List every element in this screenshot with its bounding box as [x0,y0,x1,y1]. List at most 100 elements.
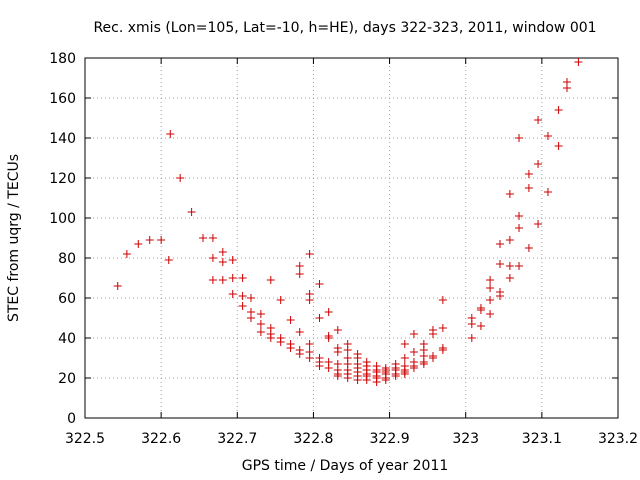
data-point [438,324,447,332]
data-point [505,236,514,244]
data-point [524,184,533,192]
data-point [524,244,533,252]
data-point [256,328,265,336]
data-point [218,248,227,256]
data-point [505,274,514,282]
data-point [400,370,409,378]
x-tick-label: 322.6 [141,431,181,447]
y-tick-label: 20 [58,371,76,387]
x-tick-label: 323.2 [598,431,638,447]
data-point [315,280,324,288]
data-point [276,296,285,304]
data-point [122,250,131,258]
data-point [324,334,333,342]
data-point [554,142,563,150]
data-point [554,106,563,114]
data-point [409,330,418,338]
data-point [305,296,314,304]
data-point [286,316,295,324]
data-point [343,346,352,354]
data-point [505,262,514,270]
data-point [343,374,352,382]
data-point [246,314,255,322]
data-point [266,334,275,342]
chart-title: Rec. xmis (Lon=105, Lat=-10, h=HE), days… [93,20,596,36]
data-point [228,274,237,282]
data-point [495,260,504,268]
data-point [295,328,304,336]
data-point [295,350,304,358]
data-point [409,364,418,372]
data-point [238,274,247,282]
y-tick-label: 120 [49,171,76,187]
data-point [534,160,543,168]
data-point [305,354,314,362]
data-point [543,132,552,140]
data-point [353,376,362,384]
data-points [113,58,583,386]
data-point [409,348,418,356]
data-point [238,302,247,310]
data-point [305,340,314,348]
x-tick-label: 322.8 [293,431,333,447]
data-point [333,372,342,380]
y-axis-label: STEC from uqrg / TECUs [6,154,22,322]
data-point [534,116,543,124]
data-point [476,306,485,314]
data-point [315,314,324,322]
y-tick-label: 100 [49,211,76,227]
data-point [574,58,583,66]
data-point [486,296,495,304]
data-point [562,84,571,92]
data-point [467,334,476,342]
data-point [428,354,437,362]
data-point [333,326,342,334]
data-point [438,346,447,354]
data-point [486,310,495,318]
data-point [428,330,437,338]
data-point [333,348,342,356]
data-point [256,320,265,328]
data-point [467,320,476,328]
data-point [176,174,185,182]
data-point [246,294,255,302]
data-point [505,190,514,198]
data-point [208,234,217,242]
data-point [218,276,227,284]
data-point [164,256,173,264]
x-tick-label: 322.7 [217,431,257,447]
data-point [515,224,524,232]
x-tick-label: 323 [452,431,479,447]
data-point [315,362,324,370]
data-point [238,292,247,300]
y-tick-label: 40 [58,331,76,347]
data-point [208,276,217,284]
data-point [486,276,495,284]
data-point [324,364,333,372]
data-point [400,340,409,348]
y-tick-label: 0 [67,411,76,427]
data-point [495,240,504,248]
data-point [400,354,409,362]
data-point [266,276,275,284]
data-point [543,188,552,196]
y-tick-label: 60 [58,291,76,307]
y-tick-label: 140 [49,131,76,147]
data-point [208,254,217,262]
data-point [218,258,227,266]
data-point [228,256,237,264]
data-point [419,360,428,368]
data-point [438,296,447,304]
y-tick-label: 160 [49,91,76,107]
data-point [134,240,143,248]
data-point [381,376,390,384]
data-point [295,262,304,270]
data-point [515,262,524,270]
data-point [486,284,495,292]
data-point [305,250,314,258]
axis-ticks: 322.5 322.6 322.7 322.8 322.9 323 323.1 323.2 0 2… [49,51,638,447]
data-point [113,282,122,290]
data-point [362,376,371,384]
data-point [372,378,381,386]
